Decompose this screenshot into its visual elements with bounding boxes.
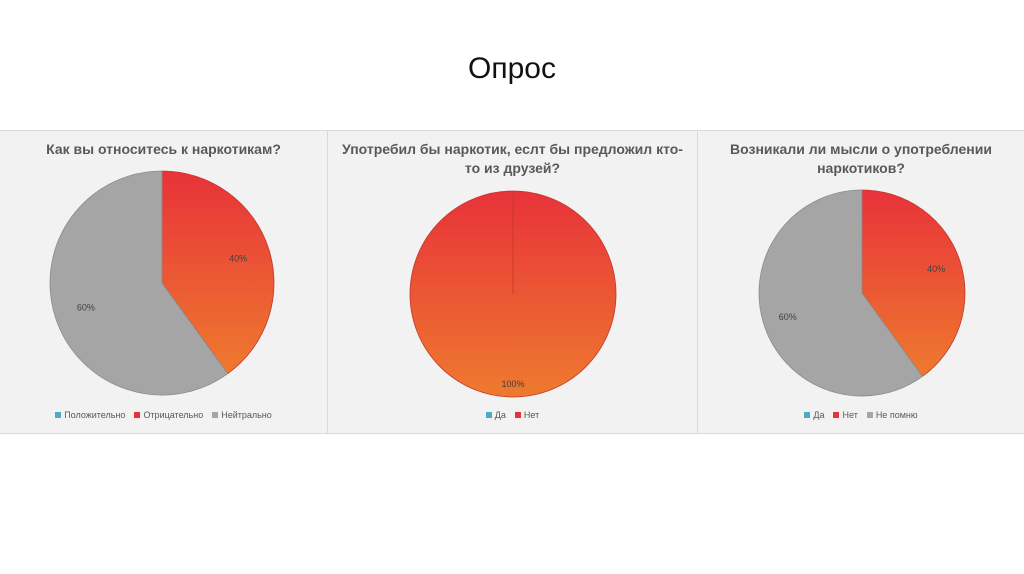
legend: Положительно Отрицательно Нейтрально [0, 410, 327, 420]
pie-chart-thoughts: 40% 60% [758, 189, 966, 397]
chart-panel-thoughts: Возникали ли мысли о употреблении наркот… [697, 131, 1024, 433]
legend-swatch-negative [134, 412, 141, 418]
chart-title: Как вы относитесь к наркотикам? [46, 141, 281, 157]
legend-label: Да [494, 410, 506, 420]
chart-panel-attitude: Как вы относитесь к наркотикам? 40% 60% П… [0, 131, 327, 433]
legend-item-positive: Положительно [55, 410, 125, 420]
legend-label: Нет [842, 410, 858, 420]
legend-item-dont-remember: Не помню [866, 410, 918, 420]
legend-swatch-yes [485, 412, 492, 418]
legend-swatch-yes [804, 412, 811, 418]
pie-slice-label: 40% [229, 253, 247, 263]
pie-slice-2 [861, 189, 966, 377]
legend-label: Положительно [64, 410, 126, 420]
legend-label: Нет [523, 410, 540, 420]
legend-swatch-neutral [212, 412, 219, 418]
chart-title: Возникали ли мысли о употреблении наркот… [730, 141, 992, 176]
legend: Да Нет Не помню [698, 410, 1024, 420]
legend-swatch-no [514, 412, 521, 418]
chart-panel-friends: Употребил бы наркотик, еслт бы предложил… [327, 131, 697, 433]
legend-swatch-no [833, 412, 840, 418]
pie-chart-friends: 100% [409, 190, 617, 398]
legend-item-no: Нет [833, 410, 858, 420]
legend-swatch-positive [55, 412, 62, 418]
charts-strip: Как вы относитесь к наркотикам? 40% 60% П… [0, 130, 1024, 434]
pie-slice-3 [49, 170, 229, 396]
legend-item-neutral: Нейтрально [212, 410, 272, 420]
pie-slice-label: 60% [77, 303, 95, 313]
pie-slice-label: 40% [927, 264, 945, 274]
pie-chart-attitude: 40% 60% [49, 170, 275, 396]
legend-item-no: Нет [514, 410, 540, 420]
legend: Да Нет [328, 410, 697, 420]
legend-item-yes: Да [485, 410, 506, 420]
pie-slice-3 [758, 189, 924, 397]
legend-label: Нейтрально [221, 410, 272, 420]
legend-item-negative: Отрицательно [134, 410, 203, 420]
pie-slice-label: 100% [501, 379, 524, 389]
legend-label: Не помню [875, 410, 918, 420]
legend-label: Отрицательно [143, 410, 204, 420]
pie-slice-2 [161, 170, 275, 375]
chart-title: Употребил бы наркотик, еслт бы предложил… [342, 141, 683, 176]
legend-swatch-dont-remember [866, 412, 873, 418]
legend-item-yes: Да [804, 410, 824, 420]
slide-title: Опрос [468, 52, 556, 85]
legend-label: Да [813, 410, 825, 420]
pie-slice-label: 60% [779, 312, 797, 322]
